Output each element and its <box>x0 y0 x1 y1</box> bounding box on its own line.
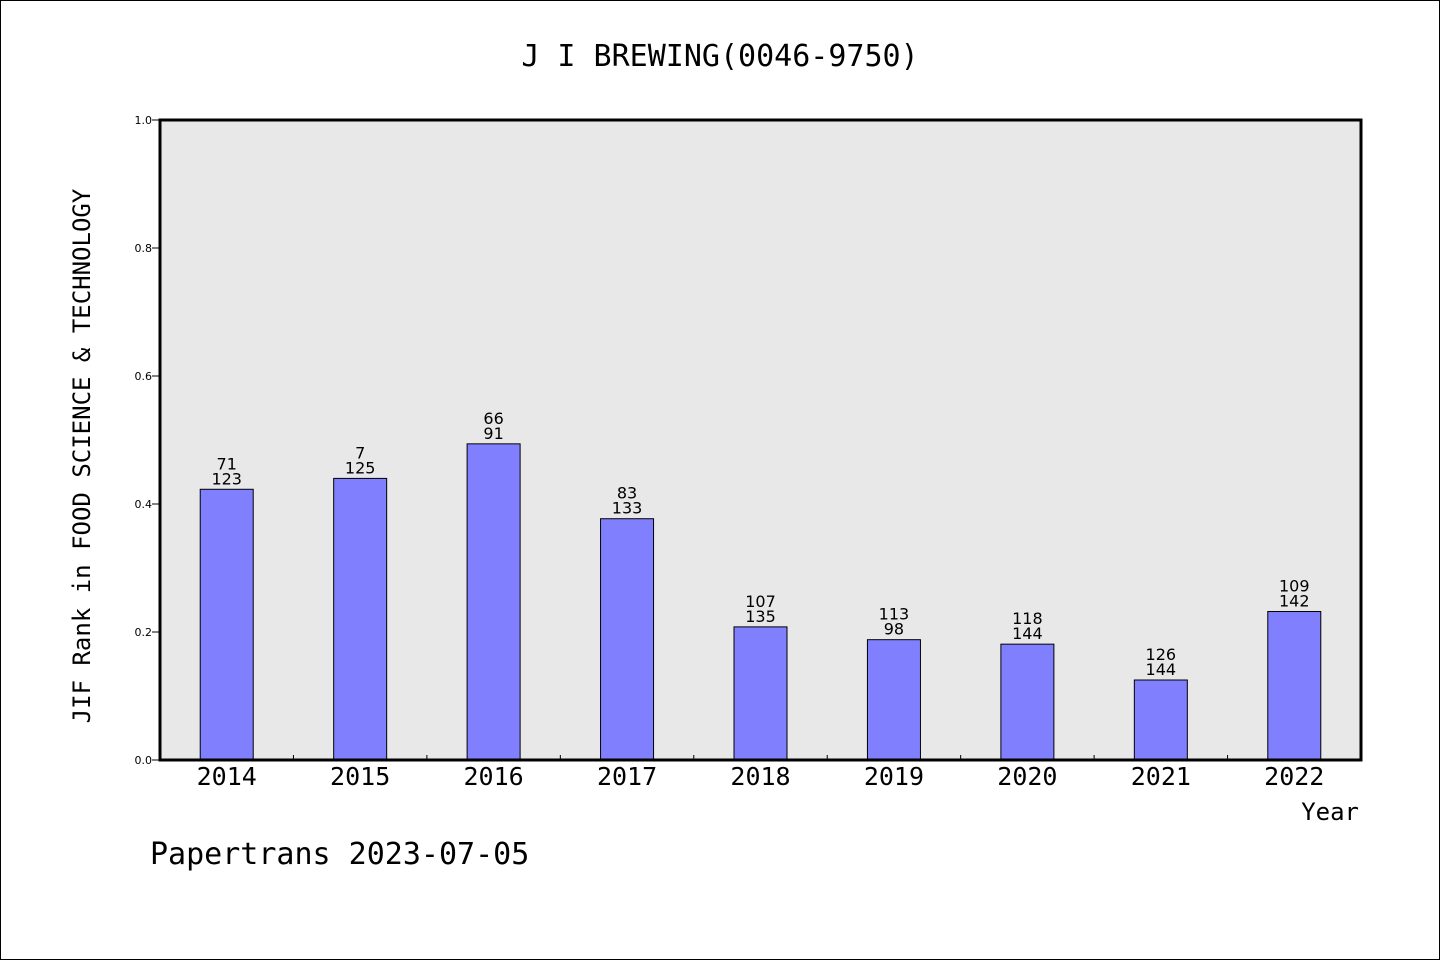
bar-2016 <box>466 443 521 761</box>
bar-label-bottom: 98 <box>884 620 904 639</box>
bar-label-bottom: 133 <box>612 499 643 518</box>
y-axis-label: JIF Rank in FOOD SCIENCE & TECHNOLOGY <box>68 188 96 723</box>
x-tick-label: 2017 <box>597 762 657 791</box>
bar-label-top: 66 <box>483 409 503 428</box>
bar-label-bottom: 144 <box>1012 624 1043 643</box>
plot-border <box>158 118 1363 762</box>
bar-label-bottom: 142 <box>1279 592 1310 611</box>
bar-label-bottom: 123 <box>211 469 242 488</box>
x-tick-label: 2022 <box>1264 762 1324 791</box>
bar-2021 <box>1133 679 1188 761</box>
bar-label-bottom: 91 <box>483 424 503 443</box>
bars <box>199 443 1322 761</box>
bar-label-top: 126 <box>1146 645 1177 664</box>
bar-2018 <box>733 626 788 761</box>
y-tick-label: 0.2 <box>135 626 153 639</box>
x-tick-label: 2014 <box>197 762 257 791</box>
bar-2019 <box>866 639 921 761</box>
x-tick-label: 2018 <box>730 762 790 791</box>
bar-2022 <box>1267 611 1322 761</box>
bar-label-top: 71 <box>217 454 237 473</box>
bar-2020 <box>1000 643 1055 761</box>
y-axis-ticks: 0.0 0.2 0.4 0.6 0.8 1.0 <box>135 114 160 767</box>
y-tick-label: 1.0 <box>135 114 153 127</box>
y-tick-label: 0.6 <box>135 370 153 383</box>
x-tick-label: 2015 <box>330 762 390 791</box>
y-tick-label: 0.0 <box>135 754 153 767</box>
bar-2014 <box>199 488 254 761</box>
bar-2015 <box>333 477 388 761</box>
x-tick-label: 2016 <box>464 762 524 791</box>
bar-label-bottom: 135 <box>745 607 776 626</box>
bar-label-top: 109 <box>1279 577 1310 596</box>
y-tick-label: 0.4 <box>135 498 153 511</box>
x-tick-label: 2021 <box>1131 762 1191 791</box>
x-tick-label: 2019 <box>864 762 924 791</box>
bar-label-top: 107 <box>745 592 776 611</box>
bar-label-top: 118 <box>1012 609 1043 628</box>
y-tick-label: 0.8 <box>135 242 153 255</box>
x-tick-label: 2020 <box>997 762 1057 791</box>
bar-2017 <box>600 518 655 761</box>
bar-label-top: 113 <box>879 605 910 624</box>
bar-label-top: 83 <box>617 484 637 503</box>
chart-title: J I BREWING(0046-9750) <box>521 39 918 74</box>
bar-label-bottom: 144 <box>1146 660 1177 679</box>
bar-label-top: 7 <box>355 443 365 462</box>
bar-label-bottom: 125 <box>345 458 376 477</box>
footer-credit: Papertrans 2023-07-05 <box>150 837 529 872</box>
x-axis-ticks: 2014 2015 2016 2017 2018 2019 2020 2021 2022 <box>197 755 1324 791</box>
x-axis-label: Year <box>1301 798 1359 826</box>
